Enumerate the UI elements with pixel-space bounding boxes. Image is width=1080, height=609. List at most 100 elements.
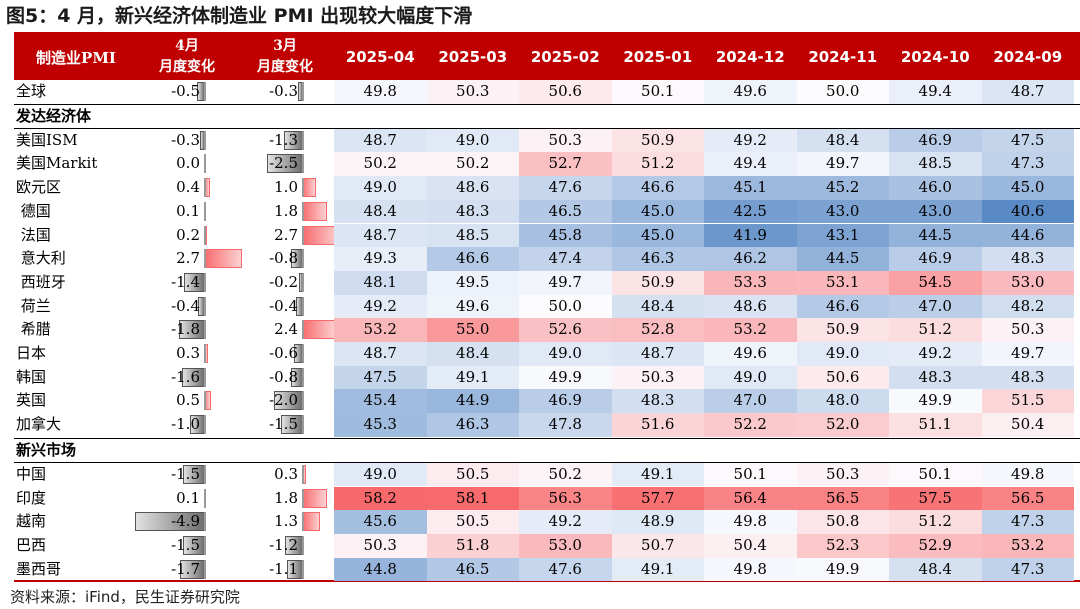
zero-axis bbox=[302, 559, 304, 579]
pmi-value-cell: 48.3 bbox=[611, 389, 704, 414]
table-row: 荷兰 -0.4 -0.4 49.2 49.6 50.0 48.4 48.6 46.6 47.0 48… bbox=[14, 294, 1080, 319]
row-label: 德国 bbox=[16, 201, 51, 220]
pmi-value-cell: 50.1 bbox=[889, 462, 982, 487]
negative-change-bar bbox=[297, 82, 302, 101]
pmi-value-cell: 56.4 bbox=[704, 486, 797, 511]
zero-axis bbox=[302, 415, 304, 435]
change-value: 1.3 bbox=[274, 512, 298, 531]
pmi-value-cell: 46.5 bbox=[426, 557, 519, 582]
pmi-value-cell: 51.2 bbox=[889, 510, 982, 534]
pmi-value-cell: 49.4 bbox=[704, 152, 797, 177]
change-value: -1.0 bbox=[171, 415, 200, 434]
change-cell: -0.4 bbox=[236, 295, 334, 319]
zero-axis bbox=[302, 154, 304, 174]
pmi-value-cell: 53.3 bbox=[704, 270, 797, 295]
change-cell: 0.4 bbox=[138, 176, 236, 200]
negative-change-bar bbox=[286, 559, 302, 579]
change-value: -1.8 bbox=[171, 320, 200, 339]
change-value: -0.6 bbox=[269, 344, 298, 362]
pmi-value-cell: 49.7 bbox=[519, 270, 612, 295]
pmi-value-cell: 50.3 bbox=[519, 128, 612, 153]
header-label: 制造业PMI bbox=[36, 48, 116, 67]
change-cell: -2.0 bbox=[236, 389, 334, 413]
pmi-table: 制造业PMI 4月 月度变化 3月 月度变化 2025-04 2025-03 202… bbox=[14, 32, 1080, 582]
pmi-value-cell: 52.6 bbox=[519, 318, 612, 342]
header-chg-apr: 4月 月度变化 bbox=[138, 34, 236, 80]
change-cell: -4.9 bbox=[135, 510, 236, 534]
pmi-value-cell: 49.9 bbox=[889, 389, 982, 414]
table-row: 印度 0.1 1.8 58.2 58.1 56.3 57.7 56.4 56.5 57.5 56.5 bbox=[14, 486, 1080, 511]
pmi-value-cell: 50.5 bbox=[426, 462, 519, 487]
change-value: -1.2 bbox=[269, 535, 298, 554]
change-value: 1.8 bbox=[274, 488, 298, 507]
header-date: 2025-02 bbox=[530, 48, 600, 66]
change-value: -0.8 bbox=[269, 367, 298, 386]
pmi-value-cell: 45.4 bbox=[334, 389, 427, 414]
pmi-value-cell: 50.6 bbox=[796, 365, 889, 390]
pmi-value-cell: 48.3 bbox=[889, 365, 982, 390]
pmi-value-cell: 51.5 bbox=[981, 389, 1074, 414]
pmi-value-cell: 40.6 bbox=[981, 199, 1074, 224]
change-value: 0.1 bbox=[176, 488, 200, 507]
zero-axis bbox=[204, 130, 206, 150]
pmi-value-cell: 58.1 bbox=[426, 486, 519, 511]
pmi-value-cell: 44.8 bbox=[334, 557, 427, 582]
pmi-value-cell: 50.2 bbox=[426, 152, 519, 177]
negative-change-bar bbox=[197, 82, 204, 101]
pmi-value-cell: 50.0 bbox=[796, 80, 889, 104]
pmi-value-cell: 46.9 bbox=[889, 247, 982, 271]
pmi-value-cell: 49.7 bbox=[981, 342, 1074, 366]
zero-axis bbox=[302, 272, 304, 292]
pmi-value-cell: 41.9 bbox=[704, 223, 797, 248]
pmi-value-cell: 50.8 bbox=[796, 510, 889, 534]
change-value: 2.7 bbox=[274, 225, 298, 244]
pmi-value-cell: 49.9 bbox=[796, 557, 889, 582]
pmi-value-cell: 48.5 bbox=[426, 223, 519, 248]
header-chg-mar-month: 3月 bbox=[273, 38, 297, 54]
table-row: 法国 0.2 2.7 48.7 48.5 45.8 45.0 41.9 43.1 44.5 44.6 bbox=[14, 223, 1080, 248]
change-cell: -0.6 bbox=[236, 342, 334, 366]
pmi-value-cell: 52.3 bbox=[796, 533, 889, 558]
change-cell: -0.4 bbox=[138, 295, 236, 319]
change-value: -0.2 bbox=[269, 272, 298, 291]
pmi-value-cell: 49.2 bbox=[889, 342, 982, 366]
change-value: -1.3 bbox=[269, 130, 298, 149]
zero-axis bbox=[302, 201, 304, 221]
pmi-value-cell: 53.0 bbox=[519, 533, 612, 558]
pmi-value-cell: 52.8 bbox=[611, 318, 704, 342]
pmi-value-cell: 58.2 bbox=[334, 486, 427, 511]
change-value: 0.2 bbox=[176, 225, 200, 244]
pmi-value-cell: 49.5 bbox=[426, 270, 519, 295]
row-label: 法国 bbox=[16, 225, 51, 244]
pmi-value-cell: 49.0 bbox=[519, 342, 612, 366]
pmi-value-cell: 49.6 bbox=[704, 80, 797, 104]
change-cell: -1.1 bbox=[236, 558, 334, 582]
pmi-value-cell: 49.0 bbox=[796, 342, 889, 366]
change-value: -1.5 bbox=[171, 464, 200, 483]
change-cell: -1.8 bbox=[138, 318, 236, 342]
change-cell: -1.0 bbox=[138, 413, 236, 437]
pmi-value-cell: 48.0 bbox=[796, 389, 889, 414]
pmi-value-cell: 49.0 bbox=[426, 128, 519, 153]
pmi-value-cell: 49.9 bbox=[519, 365, 612, 390]
pmi-value-cell: 48.3 bbox=[981, 247, 1074, 271]
table-row: 中国 -1.5 0.3 49.0 50.5 50.2 49.1 50.1 50.3 50.1 49.… bbox=[14, 462, 1080, 487]
change-cell: -0.3 bbox=[236, 80, 334, 104]
negative-change-bar bbox=[290, 367, 302, 387]
change-cell: 1.8 bbox=[236, 487, 334, 511]
positive-change-bar bbox=[204, 249, 242, 269]
pmi-value-cell: 56.5 bbox=[796, 486, 889, 511]
zero-axis bbox=[302, 367, 304, 387]
change-value: -0.4 bbox=[171, 296, 200, 315]
pmi-value-cell: 53.1 bbox=[796, 270, 889, 295]
change-cell: -1.5 bbox=[138, 463, 236, 487]
header-chg-mar: 3月 月度变化 bbox=[236, 34, 334, 80]
row-label: 英国 bbox=[16, 391, 47, 410]
pmi-value-cell: 46.6 bbox=[611, 176, 704, 200]
pmi-value-cell: 48.7 bbox=[334, 342, 427, 366]
change-cell: 2.7 bbox=[138, 247, 242, 271]
negative-change-bar bbox=[135, 512, 204, 532]
row-separator bbox=[14, 437, 1080, 439]
header-date: 2025-01 bbox=[623, 48, 693, 66]
pmi-value-cell: 47.8 bbox=[519, 413, 612, 437]
